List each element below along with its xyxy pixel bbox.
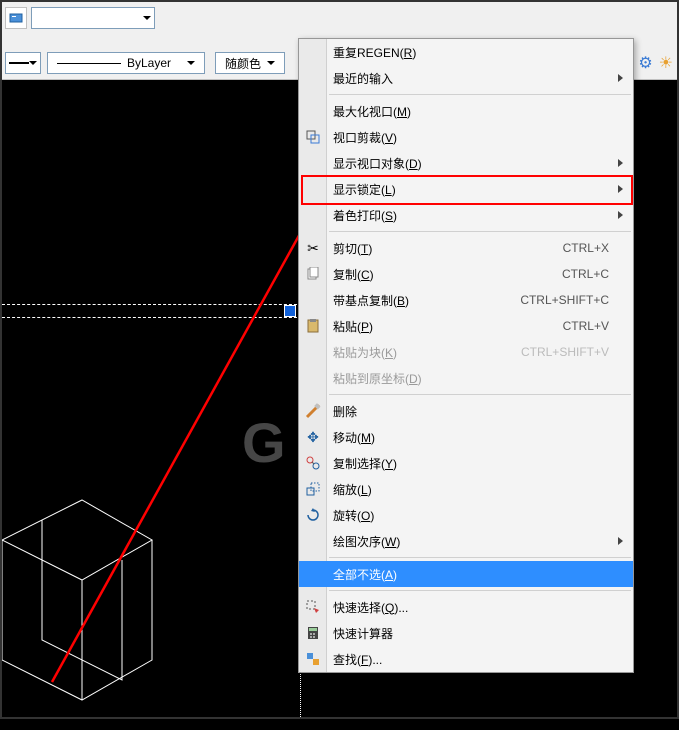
selection-marquee [2, 304, 302, 318]
find-icon [304, 650, 322, 668]
menu-item[interactable]: 粘贴(P) CTRL+V [299, 313, 633, 339]
menu-item-label: 重复REGEN(R) [333, 44, 416, 61]
menu-item[interactable]: 复制(C) CTRL+C [299, 261, 633, 287]
menu-shortcut: CTRL+X [563, 241, 609, 255]
menu-item-label: 缩放(L) [333, 481, 372, 498]
menu-item[interactable]: 带基点复制(B) CTRL+SHIFT+C [299, 287, 633, 313]
copy-icon [304, 265, 322, 283]
sun-icon[interactable]: ☀ [659, 53, 673, 73]
erase-icon [304, 402, 322, 420]
menu-separator [329, 557, 631, 558]
menu-separator [329, 231, 631, 232]
lineweight-dropdown[interactable] [5, 52, 41, 74]
gear-icon[interactable]: ⚙ [638, 53, 652, 73]
menu-item[interactable]: 缩放(L) [299, 476, 633, 502]
menu-item[interactable]: 重复REGEN(R) [299, 39, 633, 65]
menu-shortcut: CTRL+SHIFT+V [521, 345, 609, 359]
menu-shortcut: CTRL+SHIFT+C [520, 293, 609, 307]
rotate-icon [304, 506, 322, 524]
paste-icon [304, 317, 322, 335]
menu-item[interactable]: 显示锁定(L) [299, 176, 633, 202]
watermark-text: G [242, 410, 286, 475]
menu-item-label: 删除 [333, 403, 357, 420]
menu-item-label: 快速计算器 [333, 625, 393, 642]
menu-item-label: 查找(F)... [333, 651, 382, 668]
submenu-arrow-icon [618, 159, 623, 167]
menu-shortcut: CTRL+C [562, 267, 609, 281]
menu-separator [329, 394, 631, 395]
color-bylayer-dropdown[interactable]: 随颜色 [215, 52, 285, 74]
menu-item-label: 旋转(O) [333, 507, 374, 524]
menu-item[interactable]: 复制选择(Y) [299, 450, 633, 476]
menu-item-label: 复制选择(Y) [333, 455, 397, 472]
menu-item[interactable]: ✂ 剪切(T) CTRL+X [299, 235, 633, 261]
layer-dropdown[interactable] [31, 7, 155, 29]
menu-item: 粘贴为块(K) CTRL+SHIFT+V [299, 339, 633, 365]
linetype-value: ByLayer [127, 56, 171, 70]
menu-item-label: 显示视口对象(D) [333, 155, 422, 172]
menu-separator [329, 94, 631, 95]
menu-item-label: 移动(M) [333, 429, 375, 446]
color-dropdown-label: 随颜色 [225, 55, 261, 72]
copysel-icon [304, 454, 322, 472]
layer-properties-button[interactable] [5, 7, 27, 29]
menu-item[interactable]: 删除 [299, 398, 633, 424]
right-icon-group: ⚙ ☀ [638, 50, 673, 76]
menu-item[interactable]: 着色打印(S) [299, 202, 633, 228]
menu-item-label: 视口剪裁(V) [333, 129, 397, 146]
menu-item[interactable]: 绘图次序(W) [299, 528, 633, 554]
calc-icon [304, 624, 322, 642]
submenu-arrow-icon [618, 74, 623, 82]
clip-icon [304, 128, 322, 146]
submenu-arrow-icon [618, 211, 623, 219]
menu-item-label: 最近的输入 [333, 70, 393, 87]
menu-item[interactable]: ✥ 移动(M) [299, 424, 633, 450]
scale-icon [304, 480, 322, 498]
menu-item-label: 快速选择(Q)... [333, 599, 408, 616]
chevron-down-icon [187, 61, 195, 65]
submenu-arrow-icon [618, 537, 623, 545]
menu-item[interactable]: 快速计算器 [299, 620, 633, 646]
menu-item: 粘贴到原坐标(D) [299, 365, 633, 391]
menu-item[interactable]: 快速选择(Q)... [299, 594, 633, 620]
linetype-dropdown[interactable]: ByLayer [47, 52, 205, 74]
menu-item[interactable]: 旋转(O) [299, 502, 633, 528]
wireframe-geometry [2, 480, 302, 730]
chevron-down-icon [143, 16, 151, 20]
menu-item[interactable]: 显示视口对象(D) [299, 150, 633, 176]
toolbar-row-1 [2, 5, 677, 31]
menu-item-label: 粘贴(P) [333, 318, 373, 335]
menu-item-label: 粘贴为块(K) [333, 344, 397, 361]
menu-item[interactable]: 最近的输入 [299, 65, 633, 91]
menu-item[interactable]: 最大化视口(M) [299, 98, 633, 124]
menu-item-label: 复制(C) [333, 266, 374, 283]
submenu-arrow-icon [618, 185, 623, 193]
menu-item-label: 带基点复制(B) [333, 292, 409, 309]
menu-item-label: 最大化视口(M) [333, 103, 411, 120]
menu-item[interactable]: 查找(F)... [299, 646, 633, 672]
chevron-down-icon [267, 61, 275, 65]
menu-shortcut: CTRL+V [563, 319, 609, 333]
context-menu: 重复REGEN(R) 最近的输入最大化视口(M) 视口剪裁(V) 显示视口对象(D) 显… [298, 38, 634, 673]
cut-icon: ✂ [304, 239, 322, 257]
menu-item[interactable]: 视口剪裁(V) [299, 124, 633, 150]
move-icon: ✥ [304, 428, 322, 446]
menu-item-label: 着色打印(S) [333, 207, 397, 224]
menu-item[interactable]: 全部不选(A) [299, 561, 633, 587]
menu-separator [329, 590, 631, 591]
qselect-icon [304, 598, 322, 616]
menu-item-label: 显示锁定(L) [333, 181, 396, 198]
menu-item-label: 全部不选(A) [333, 566, 397, 583]
chevron-down-icon [29, 61, 37, 65]
menu-item-label: 粘贴到原坐标(D) [333, 370, 422, 387]
menu-item-label: 绘图次序(W) [333, 533, 400, 550]
selection-grip[interactable] [284, 305, 296, 317]
menu-item-label: 剪切(T) [333, 240, 372, 257]
